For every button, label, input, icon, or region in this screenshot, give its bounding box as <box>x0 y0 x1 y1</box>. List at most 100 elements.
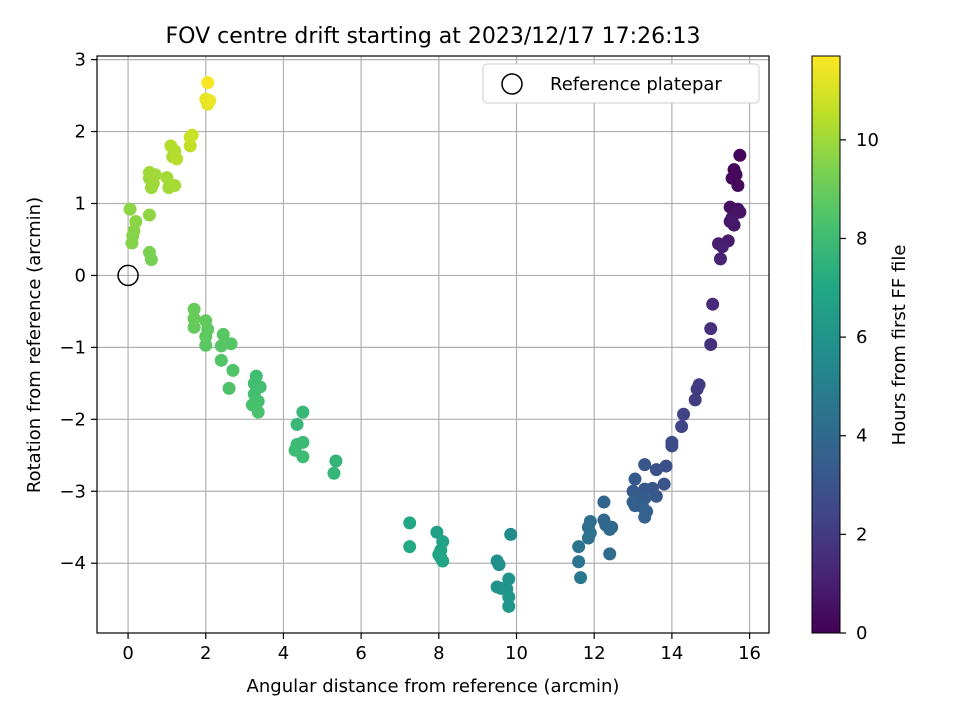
data-point <box>170 152 184 166</box>
data-point <box>677 407 691 421</box>
data-point <box>296 405 310 419</box>
data-point <box>731 179 745 193</box>
data-point <box>436 554 450 568</box>
data-point <box>187 312 201 326</box>
data-point <box>251 405 265 419</box>
x-tick-label: 6 <box>355 643 366 664</box>
y-tick-label: 1 <box>75 193 86 214</box>
colorbar-tick-label: 0 <box>856 623 867 644</box>
data-point <box>224 337 238 351</box>
data-point <box>572 555 586 569</box>
data-point <box>704 322 718 336</box>
y-axis-ticks: −4 −3 −2 −1 0 1 2 3 <box>59 50 97 574</box>
y-tick-label: −2 <box>59 409 86 430</box>
legend-label: Reference platepar <box>550 74 722 95</box>
data-point <box>723 214 737 228</box>
chart-title: FOV centre drift starting at 2023/12/17 … <box>166 24 701 49</box>
x-tick-label: 12 <box>583 643 606 664</box>
y-tick-label: −4 <box>59 553 86 574</box>
data-point <box>733 148 747 162</box>
x-tick-label: 14 <box>660 643 683 664</box>
data-point <box>502 590 516 604</box>
data-point <box>649 489 663 503</box>
data-point <box>142 245 156 259</box>
data-point <box>713 252 727 266</box>
x-axis-label: Angular distance from reference (arcmin) <box>247 676 620 697</box>
data-point <box>502 572 516 586</box>
y-tick-label: −3 <box>59 481 86 502</box>
y-tick-label: 3 <box>75 50 86 71</box>
data-point <box>665 439 679 453</box>
data-point <box>403 540 417 554</box>
data-point <box>706 297 720 311</box>
x-tick-label: 0 <box>122 643 133 664</box>
data-point <box>638 458 652 472</box>
data-point <box>290 417 304 431</box>
colorbar-label: Hours from first FF file <box>889 245 910 446</box>
x-tick-label: 16 <box>738 643 761 664</box>
data-point <box>203 94 217 108</box>
data-point <box>492 558 506 572</box>
data-point <box>168 179 182 193</box>
data-point <box>222 381 236 395</box>
colorbar-tick-label: 10 <box>856 130 879 151</box>
data-point <box>329 454 343 468</box>
colorbar-ticks: 0 2 4 6 8 10 <box>840 130 879 644</box>
data-point <box>729 168 743 182</box>
colorbar-tick-label: 6 <box>856 327 867 348</box>
data-point <box>657 477 671 491</box>
data-point <box>123 202 137 216</box>
data-point <box>187 302 201 316</box>
data-point <box>649 463 663 477</box>
data-point <box>502 599 516 613</box>
data-point <box>690 382 704 396</box>
x-tick-label: 4 <box>278 643 289 664</box>
data-point <box>185 128 199 142</box>
data-point <box>628 472 642 486</box>
x-tick-label: 8 <box>433 643 444 664</box>
data-point <box>603 547 617 561</box>
data-point <box>214 353 228 367</box>
colorbar-tick-label: 2 <box>856 524 867 545</box>
data-point <box>675 420 689 434</box>
colorbar-tick-label: 8 <box>856 228 867 249</box>
data-point <box>574 571 588 585</box>
data-point <box>640 504 654 518</box>
y-tick-label: −1 <box>59 337 86 358</box>
colorbar-tick-label: 4 <box>856 426 867 447</box>
data-point <box>129 214 143 228</box>
y-tick-label: 0 <box>75 265 86 286</box>
data-point <box>164 139 178 153</box>
data-point <box>430 525 444 539</box>
data-point <box>704 338 718 351</box>
data-point <box>226 363 240 377</box>
grid-lines <box>97 56 769 633</box>
plot-frame <box>96 55 770 634</box>
data-point <box>199 314 213 328</box>
legend-marker <box>501 73 523 95</box>
data-point <box>581 531 595 545</box>
data-point <box>216 327 230 341</box>
legend: Reference platepar <box>482 63 760 104</box>
data-point <box>688 393 702 407</box>
x-tick-label: 10 <box>505 643 528 664</box>
data-points <box>123 76 747 613</box>
data-point <box>148 168 162 182</box>
colorbar-gradient <box>811 55 841 634</box>
y-axis-label: Rotation from reference (arcmin) <box>24 197 45 493</box>
x-tick-label: 2 <box>200 643 211 664</box>
data-point <box>296 450 310 464</box>
data-point <box>214 339 228 353</box>
data-point <box>403 516 417 530</box>
data-point <box>572 540 586 554</box>
x-axis-ticks: 0 2 4 6 8 10 12 14 16 <box>122 633 761 664</box>
data-point <box>597 495 611 509</box>
data-point <box>201 76 215 90</box>
colorbar: 0 2 4 6 8 10 Hours from first FF file <box>811 55 910 644</box>
data-point <box>142 208 156 222</box>
reference-platepar-marker <box>117 264 139 287</box>
y-tick-label: 2 <box>75 122 86 143</box>
data-point <box>603 522 617 536</box>
data-point <box>327 466 341 480</box>
